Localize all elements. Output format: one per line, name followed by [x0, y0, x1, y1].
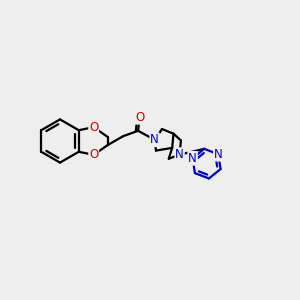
Text: O: O [89, 148, 98, 161]
Text: N: N [175, 148, 184, 161]
Text: N: N [150, 133, 159, 146]
Text: O: O [135, 111, 144, 124]
Text: N: N [188, 152, 197, 165]
Text: O: O [89, 121, 98, 134]
Text: N: N [214, 148, 223, 161]
